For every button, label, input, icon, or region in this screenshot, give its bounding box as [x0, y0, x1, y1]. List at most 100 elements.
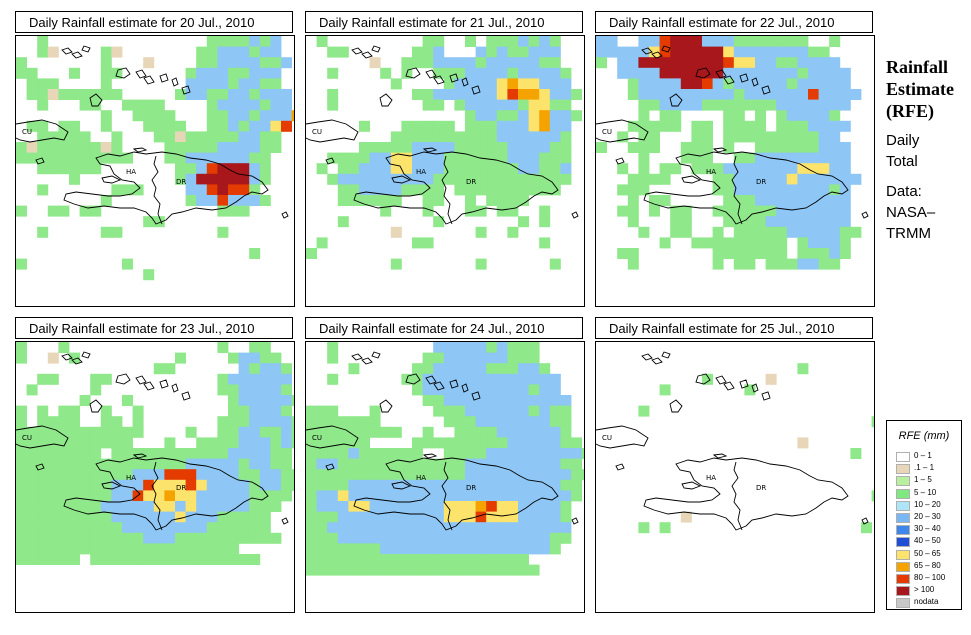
coastline — [433, 75, 445, 85]
rainfall-cell — [249, 142, 261, 153]
rainfall-cell — [196, 543, 208, 555]
rainfall-cell — [238, 163, 250, 175]
rainfall-cell — [454, 405, 466, 417]
rainfall-cell — [560, 163, 572, 175]
rainfall-cell — [560, 89, 572, 100]
rainfall-cell — [369, 511, 381, 523]
rainfall-cell — [327, 373, 339, 385]
rainfall-cell — [443, 448, 455, 459]
rainfall-cell — [122, 532, 133, 544]
rainfall-cell — [69, 163, 80, 175]
rainfall-cell — [486, 152, 498, 164]
rainfall-cell — [475, 363, 487, 375]
rainfall-cell — [380, 448, 392, 459]
rainfall-cell — [153, 522, 165, 534]
rainfall-cell — [507, 205, 519, 217]
rainfall-cell — [249, 163, 261, 175]
rainfall-cell — [829, 67, 841, 79]
rainfall-cell — [206, 532, 218, 544]
rainfall-cell — [270, 416, 282, 428]
rainfall-cell — [786, 205, 798, 217]
rainfall-cell — [58, 89, 70, 100]
rainfall-cell — [327, 522, 339, 534]
rainfall-cell — [238, 205, 250, 217]
rainfall-cell — [249, 384, 261, 396]
rainfall-cell — [259, 490, 271, 502]
rainfall-cell — [132, 479, 144, 491]
rainfall-cell — [58, 490, 70, 502]
rainfall-cell — [249, 352, 261, 364]
rainfall-cell — [111, 152, 123, 164]
rainfall-cell — [359, 469, 370, 481]
rainfall-cell — [818, 195, 830, 206]
rainfall-cell — [433, 173, 445, 185]
rainfall-cell — [337, 448, 349, 459]
rainfall-cell — [797, 195, 809, 206]
rainfall-cell — [649, 131, 660, 143]
coastline — [461, 77, 469, 87]
rainfall-cell — [132, 532, 144, 544]
rainfall-cell — [337, 564, 349, 576]
rainfall-cell — [549, 142, 561, 153]
rainfall-cell — [507, 490, 519, 502]
rainfall-cell — [238, 184, 250, 196]
rainfall-cell — [454, 395, 466, 406]
rainfall-cell — [316, 479, 328, 491]
rainfall-cell — [486, 57, 498, 69]
rainfall-cell — [390, 173, 402, 185]
rainfall-cell — [518, 373, 529, 385]
rainfall-cell — [839, 142, 851, 153]
rainfall-cell — [712, 67, 724, 79]
rainfall-cell — [560, 152, 572, 164]
rainfall-cell — [829, 78, 841, 90]
rainfall-cell — [670, 67, 682, 79]
rainfall-cell — [528, 99, 540, 111]
rainfall-cell — [433, 120, 445, 132]
rainfall-cell — [486, 99, 498, 111]
rainfall-cell — [539, 532, 551, 544]
rainfall-cell — [786, 152, 798, 164]
rainfall-cell — [111, 142, 123, 153]
rainfall-cell — [37, 99, 49, 111]
rainfall-cell — [26, 78, 38, 90]
rainfall-cell — [259, 373, 271, 385]
rainfall-cell — [369, 448, 381, 459]
rainfall-cell — [549, 532, 561, 544]
legend-label: nodata — [914, 597, 939, 607]
rainfall-cell — [281, 479, 292, 491]
rainfall-cell — [348, 532, 360, 544]
rainfall-cell — [175, 131, 186, 143]
rainfall-cell — [217, 57, 229, 69]
rainfall-cell — [196, 89, 208, 100]
country-label-ha: HA — [126, 474, 136, 482]
rainfall-cell — [829, 184, 841, 196]
rainfall-cell — [153, 543, 165, 555]
rainfall-cell — [359, 490, 370, 502]
coastline — [371, 45, 381, 53]
rainfall-cell — [755, 184, 766, 196]
rainfall-cell — [518, 458, 529, 470]
rainfall-cell — [217, 501, 229, 512]
rainfall-cell — [228, 46, 239, 58]
rainfall-cell — [359, 501, 370, 512]
panel-21-jul: Daily Rainfall estimate for 21 Jul., 201… — [305, 11, 585, 307]
rainfall-cell — [306, 554, 317, 565]
rainfall-cell — [132, 469, 144, 481]
rainfall-cell — [281, 416, 292, 428]
rainfall-cell — [306, 522, 317, 534]
coastline — [643, 151, 849, 225]
rainfall-cell — [733, 163, 745, 175]
rainfall-cell — [528, 57, 540, 69]
rainfall-cell — [786, 89, 798, 100]
rainfall-cell — [829, 142, 841, 153]
rainfall-cell — [217, 120, 229, 132]
rainfall-cell — [249, 448, 261, 459]
rainfall-cell — [518, 342, 529, 353]
rainfall-cell — [433, 543, 445, 555]
rainfall-cell — [196, 195, 208, 206]
rainfall-cell — [486, 532, 498, 544]
rainfall-cell — [454, 373, 466, 385]
rainfall-cell — [306, 448, 317, 459]
rainfall-cell — [659, 384, 671, 396]
rainfall-cell — [47, 448, 59, 459]
